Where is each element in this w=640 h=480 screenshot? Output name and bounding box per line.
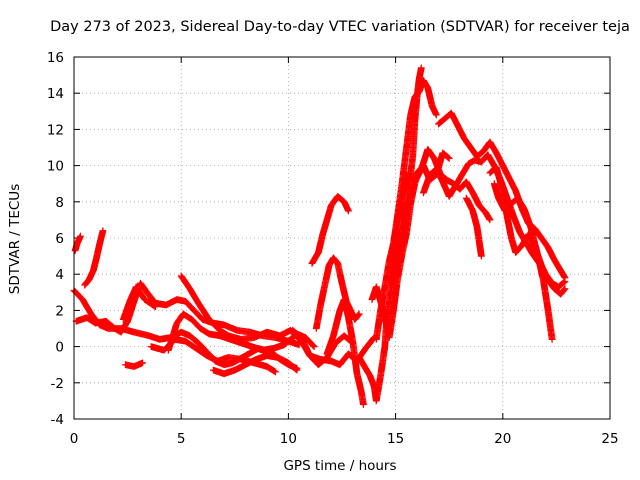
y-tick-label: 12 [47, 122, 64, 138]
series-sat-n [323, 296, 367, 408]
y-axis-label: SDTVAR / TECUs [7, 184, 23, 294]
y-tick-label: 14 [47, 86, 64, 102]
x-tick-label: 25 [601, 431, 618, 447]
chart-title: Day 273 of 2023, Sidereal Day-to-day VTE… [50, 19, 630, 35]
axis-ticks: 0 5 10 15 20 25 -4 -2 0 2 4 6 8 10 12 14 16 [47, 50, 619, 447]
series-sat-f [119, 283, 159, 323]
y-tick-label: 16 [47, 50, 64, 66]
series-sat-j [209, 352, 301, 378]
series-sat-b [81, 227, 107, 289]
y-tick-label: -4 [51, 412, 64, 428]
y-tick-label: 0 [55, 340, 64, 356]
y-tick-label: 8 [55, 195, 64, 211]
y-tick-label: -2 [51, 376, 64, 392]
x-tick-label: 15 [387, 431, 404, 447]
x-tick-label: 5 [177, 431, 186, 447]
y-tick-label: 2 [55, 303, 64, 319]
x-tick-label: 0 [70, 431, 79, 447]
x-tick-label: 10 [280, 431, 297, 447]
x-axis-label: GPS time / hours [283, 458, 396, 474]
series-sat-w [486, 164, 569, 298]
y-tick-label: 10 [47, 159, 64, 175]
y-tick-label: 4 [55, 267, 64, 283]
series-sat-u [462, 194, 485, 260]
series-sat-e [122, 359, 147, 370]
series-sat-l [308, 192, 352, 267]
series-sat-m [312, 254, 363, 332]
data-series [70, 64, 569, 408]
series-sat-a [71, 232, 84, 255]
y-tick-label: 6 [55, 231, 64, 247]
plot-frame [73, 56, 611, 420]
x-tick-label: 20 [494, 431, 511, 447]
